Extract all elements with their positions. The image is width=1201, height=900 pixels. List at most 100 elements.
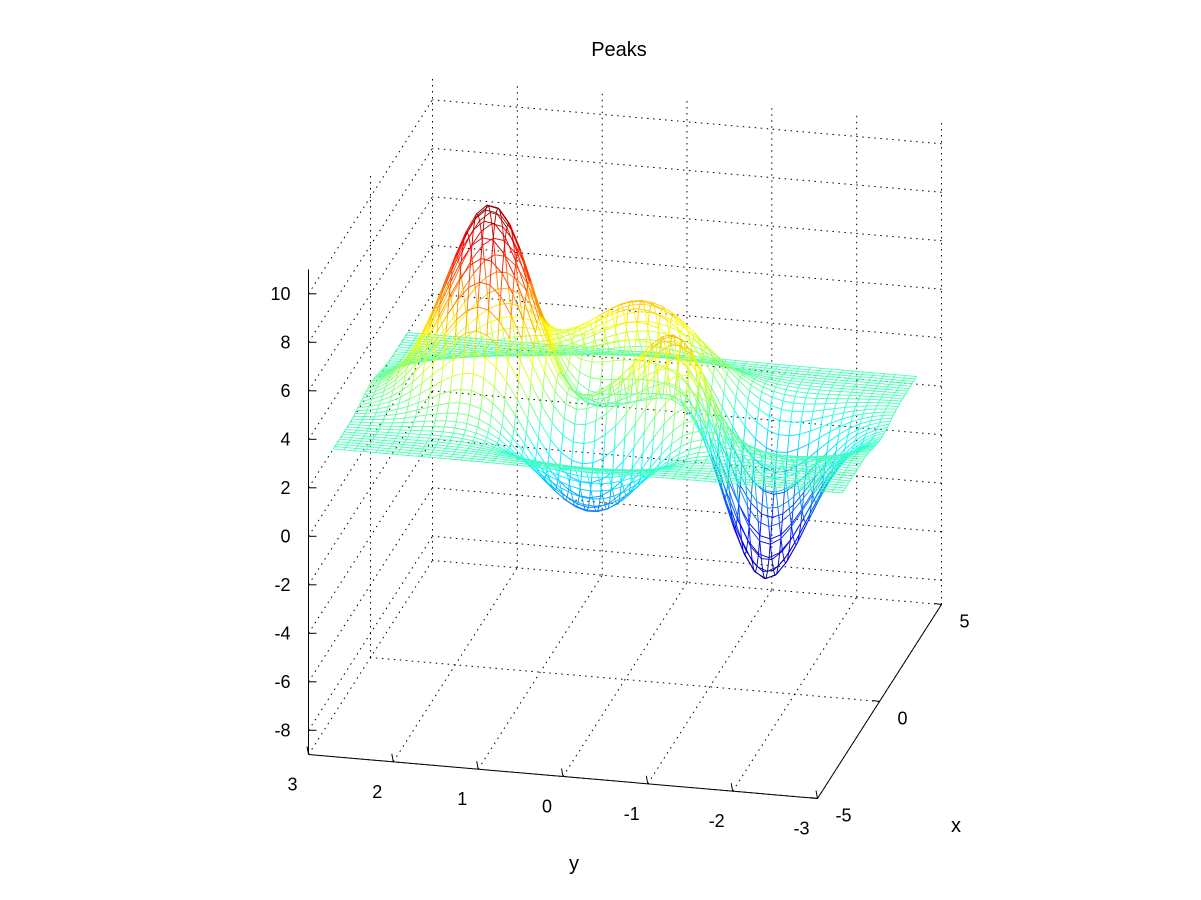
surface-mesh-segment [436,412,448,415]
surface-mesh-segment [511,316,523,319]
surface-mesh-segment [770,538,782,545]
side-wall-gridline [308,487,433,683]
surface-mesh-segment [497,207,509,224]
surface-mesh-segment [811,411,814,421]
surface-mesh-segment [501,342,513,345]
surface-mesh-segment [597,309,609,317]
surface-mesh-segment [778,468,790,471]
surface-mesh-segment [660,466,672,469]
surface-mesh-segment [736,482,749,507]
surface-mesh-segment [815,482,826,485]
surface-mesh-segment [740,368,752,371]
z-tick-label: -6 [274,672,290,692]
surface-mesh-segment [373,390,385,396]
surface-mesh-segment [509,456,520,459]
surface-mesh-segment [713,463,716,467]
surface-mesh-segment [385,378,397,388]
surface-mesh-segment [508,288,511,304]
surface-mesh-segment [742,550,755,571]
surface-mesh-segment [743,373,755,380]
surface-mesh-segment [556,333,560,339]
surface-mesh-segment [443,420,447,428]
surface-mesh-segment [695,456,698,461]
surface-mesh-segment [704,411,707,422]
surface-mesh-segment [515,415,527,434]
surface-mesh-segment [747,444,759,450]
surface-mesh-segment [366,428,369,432]
surface-mesh-segment [371,419,374,423]
surface-mesh-segment [450,297,453,308]
surface-mesh-segment [489,415,492,426]
surface-mesh-segment [788,455,799,458]
surface-mesh-segment [507,360,520,382]
surface-mesh-segment [780,523,793,535]
surface-mesh-segment [569,466,581,469]
surface-mesh-segment [785,544,797,564]
surface-mesh-segment [529,302,541,315]
surface-mesh-segment [606,503,618,510]
surface-mesh-segment [501,425,513,439]
z-tick-label: 4 [280,429,290,449]
surface-mesh-segment [611,360,614,380]
surface-mesh-segment [451,432,454,438]
surface-mesh-segment [776,434,779,453]
surface-mesh-segment [642,437,654,454]
surface-mesh-segment [576,382,579,390]
surface-mesh-segment [483,357,486,379]
surface-mesh-segment [425,407,429,416]
surface-mesh-segment [600,311,613,319]
surface-mesh-segment [625,399,638,414]
surface-mesh-segment [670,322,682,333]
surface-mesh-segment [454,421,457,429]
surface-mesh-segment [762,571,765,579]
surface-mesh-segment [429,304,441,327]
surface-mesh-segment [780,513,784,535]
surface-mesh-segment [528,401,541,423]
surface-mesh-segment [704,385,717,419]
surface-mesh-segment [880,415,884,420]
surface-mesh-segment [728,369,740,382]
surface-mesh-segment [751,561,755,571]
surface-mesh-segment [767,557,770,572]
surface-mesh-segment [715,425,727,433]
surface-mesh-segment [620,300,632,305]
surface-mesh-segment [838,428,850,435]
surface-mesh-segment [388,369,400,380]
surface-mesh-segment [831,387,843,390]
surface-mesh-segment [736,461,739,465]
surface-mesh-segment [682,324,694,338]
surface-mesh-segment [518,248,531,282]
surface-mesh-segment [623,339,626,360]
surface-mesh-segment [726,369,729,375]
surface-mesh-segment [524,465,535,468]
surface-mesh-segment [843,487,846,491]
surface-mesh-segment [453,354,465,360]
surface-mesh-segment [389,396,401,403]
surface-mesh-segment [890,381,902,384]
surface-mesh-segment [419,383,423,394]
surface-mesh-segment [392,382,404,391]
surface-mesh-segment [430,293,443,319]
surface-mesh-segment [596,472,600,478]
surface-mesh-segment [692,430,704,433]
surface-mesh-segment [777,471,789,474]
surface-mesh-segment [380,395,383,401]
surface-mesh-segment [742,450,754,454]
surface-mesh-segment [529,281,541,317]
surface-mesh-segment [822,470,834,472]
surface-mesh-segment [775,368,787,371]
x-tick-mark [934,603,942,605]
surface-mesh-segment [384,434,387,439]
surface-mesh-segment [898,387,910,390]
surface-mesh-segment [601,469,613,471]
surface-mesh-segment [522,319,535,348]
surface-mesh-segment [409,452,420,455]
surface-mesh-segment [786,488,789,502]
surface-mesh-segment [578,481,581,490]
surface-mesh-segment [644,356,656,365]
surface-mesh-segment [396,403,400,410]
surface-mesh-segment [621,374,624,381]
surface-mesh-segment [533,333,536,348]
surface-mesh-segment [838,463,849,466]
surface-mesh-segment [824,485,835,488]
